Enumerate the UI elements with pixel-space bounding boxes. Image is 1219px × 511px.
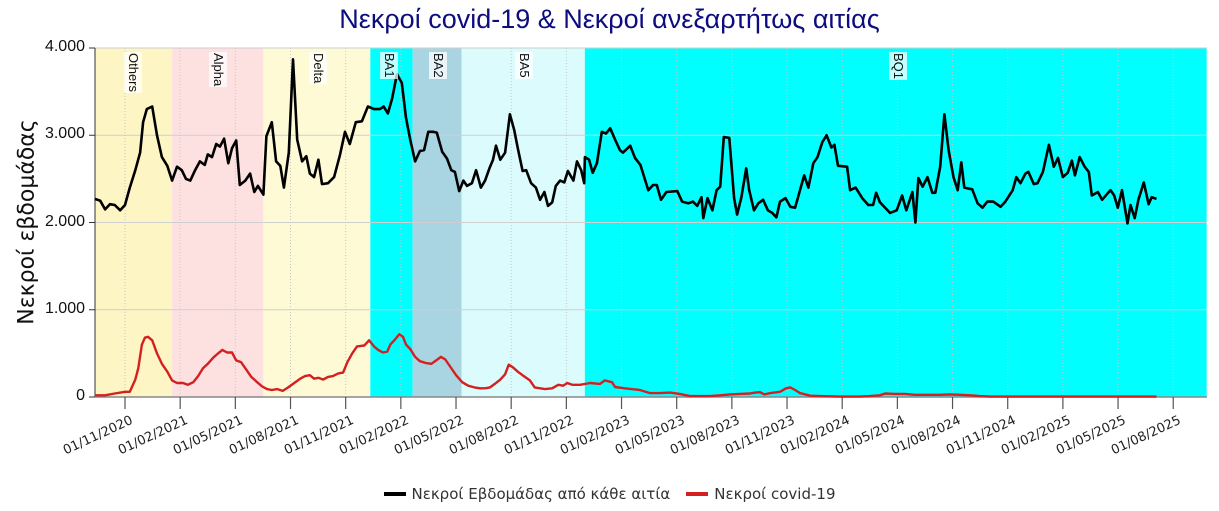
band-label-alpha: Alpha: [209, 52, 227, 88]
band-label-ba1: BA1: [380, 52, 398, 79]
data-series: [94, 58, 1157, 398]
band-label-ba5: BA5: [515, 52, 533, 79]
legend-swatch-red: [686, 492, 709, 496]
y-tick-label: 4.000: [44, 38, 85, 55]
y-tick-label: 1.000: [44, 299, 85, 317]
legend-item-all-causes[interactable]: Νεκροί Εβδομάδας από κάθε αιτία: [383, 485, 671, 503]
legend-label-all-causes: Νεκροί Εβδομάδας από κάθε αιτία: [411, 485, 671, 503]
band-label-ba2: BA2: [429, 52, 447, 79]
y-tick-label: 3.000: [44, 125, 85, 143]
band-label-others: Others: [124, 52, 142, 94]
chart-title: Νεκροί covid-19 & Νεκροί ανεξαρτήτως αιτ…: [339, 4, 880, 34]
y-tick-label: 2.000: [44, 212, 85, 230]
y-tick-label: 0: [76, 387, 85, 404]
legend: Νεκροί Εβδομάδας από κάθε αιτία Νεκροί c…: [0, 485, 1219, 503]
series-all-causes-line: [94, 58, 1157, 225]
band-label-bq1: BQ1: [889, 52, 907, 81]
legend-swatch-black: [383, 492, 406, 496]
series-covid-line: [94, 333, 1157, 398]
legend-item-covid[interactable]: Νεκροί covid-19: [686, 485, 836, 503]
band-label-delta: Delta: [309, 52, 327, 85]
legend-label-covid: Νεκροί covid-19: [714, 485, 836, 503]
